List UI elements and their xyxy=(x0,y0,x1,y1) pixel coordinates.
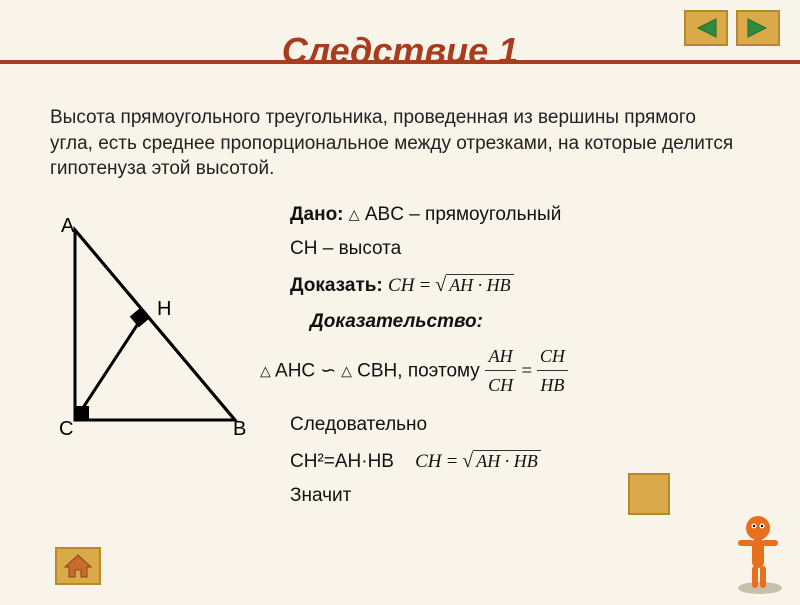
prove-label: Доказать: xyxy=(290,275,383,296)
triangle-diagram: A C B H xyxy=(45,210,275,440)
theorem-statement: Высота прямоугольного треугольника, пров… xyxy=(50,105,740,182)
sim-right: CBH, поэтому xyxy=(357,360,480,381)
home-button[interactable] xyxy=(55,547,101,585)
fraction-1: AH CH xyxy=(485,342,516,401)
sqrt2-icon: √ xyxy=(462,450,473,472)
nav-top-group xyxy=(684,10,780,46)
vertex-b-label: B xyxy=(233,418,246,440)
triangle-left-icon xyxy=(694,17,718,39)
title-underline xyxy=(0,60,800,64)
sim-left: AHC xyxy=(275,360,315,381)
dano-label: Дано: xyxy=(290,204,344,225)
ch2-rhs: AH · HB xyxy=(473,450,541,471)
ch-squared: CH²=AH·HB xyxy=(290,451,394,472)
triangle-symbol-2-icon: △ xyxy=(260,362,271,378)
sqrt-icon: √ xyxy=(435,274,446,296)
prev-button[interactable] xyxy=(684,10,728,46)
prove-lhs: CH xyxy=(388,275,414,296)
ch-altitude: CH – высота xyxy=(290,234,760,264)
home-icon xyxy=(63,553,93,579)
ch2-lhs: CH xyxy=(415,451,441,472)
fraction-2: CH HB xyxy=(537,342,568,401)
triangle-right-icon xyxy=(746,17,770,39)
vertex-a-label: A xyxy=(61,215,75,237)
vertex-h-label: H xyxy=(157,298,171,320)
prove-rhs: AH · HB xyxy=(446,274,514,295)
vertex-c-label: C xyxy=(59,418,73,440)
abc-right: ABC – прямоугольный xyxy=(365,204,561,225)
triangle-symbol-3-icon: △ xyxy=(341,362,352,378)
image-placeholder xyxy=(628,473,670,515)
therefore-label: Значит xyxy=(290,481,760,511)
proof-label: Доказательство: xyxy=(310,311,483,332)
slide-title: Следствие 1 xyxy=(0,30,800,72)
next-button[interactable] xyxy=(736,10,780,46)
proof-block: Дано: △ ABC – прямоугольный CH – высота … xyxy=(290,200,760,515)
mascot-figure xyxy=(728,510,788,600)
triangle-symbol-icon: △ xyxy=(349,206,360,222)
consequently-label: Следовательно xyxy=(290,410,760,440)
